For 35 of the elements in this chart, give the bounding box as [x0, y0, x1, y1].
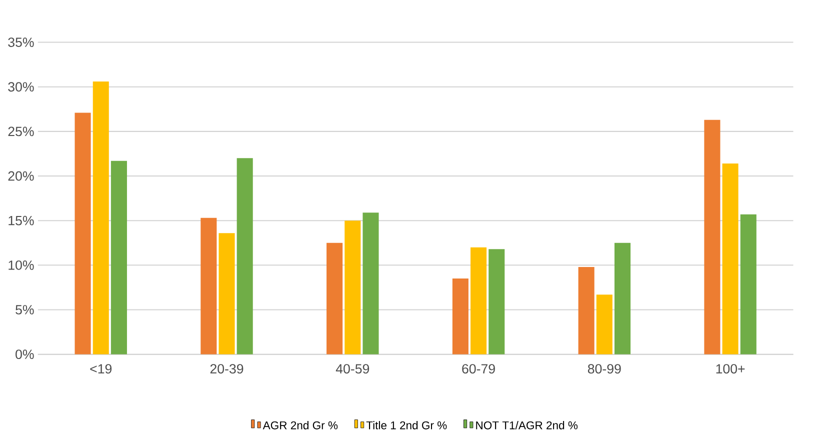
bar — [578, 267, 594, 354]
bar — [218, 233, 235, 354]
y-tick-label: 25% — [8, 126, 34, 136]
x-tick-label: <19 — [90, 364, 112, 374]
bar — [236, 158, 253, 354]
x-tick-label: 40-59 — [336, 364, 370, 374]
bar — [470, 247, 487, 354]
y-tick-label: 5% — [16, 305, 34, 315]
x-tick-label: 60-79 — [462, 364, 495, 374]
x-tick-label: 100+ — [716, 364, 745, 374]
bar — [722, 164, 738, 354]
bar — [596, 294, 612, 354]
legend-label: Title 1 2nd Gr % — [366, 421, 447, 430]
y-tick-label: 30% — [8, 82, 34, 92]
bar — [740, 214, 756, 354]
bar — [614, 242, 631, 354]
y-tick-label: 20% — [8, 171, 34, 181]
bar — [200, 218, 217, 354]
y-tick-label: 0% — [16, 350, 34, 360]
bar — [344, 220, 361, 354]
bar — [74, 112, 91, 354]
bar — [452, 278, 468, 354]
bar — [362, 212, 379, 354]
legend-label: AGR 2nd Gr % — [262, 421, 338, 430]
x-tick-label: 20-39 — [210, 364, 244, 374]
y-tick-label: 35% — [8, 38, 34, 48]
y-tick-label: 10% — [8, 260, 34, 270]
bar — [110, 160, 127, 354]
bar — [92, 82, 109, 354]
bar — [704, 120, 720, 354]
bar — [326, 242, 343, 354]
bar — [488, 249, 505, 354]
x-tick-label: 80-99 — [588, 364, 621, 374]
legend-label: NOT T1/AGR 2nd % — [476, 421, 578, 430]
y-tick-label: 15% — [8, 216, 34, 226]
